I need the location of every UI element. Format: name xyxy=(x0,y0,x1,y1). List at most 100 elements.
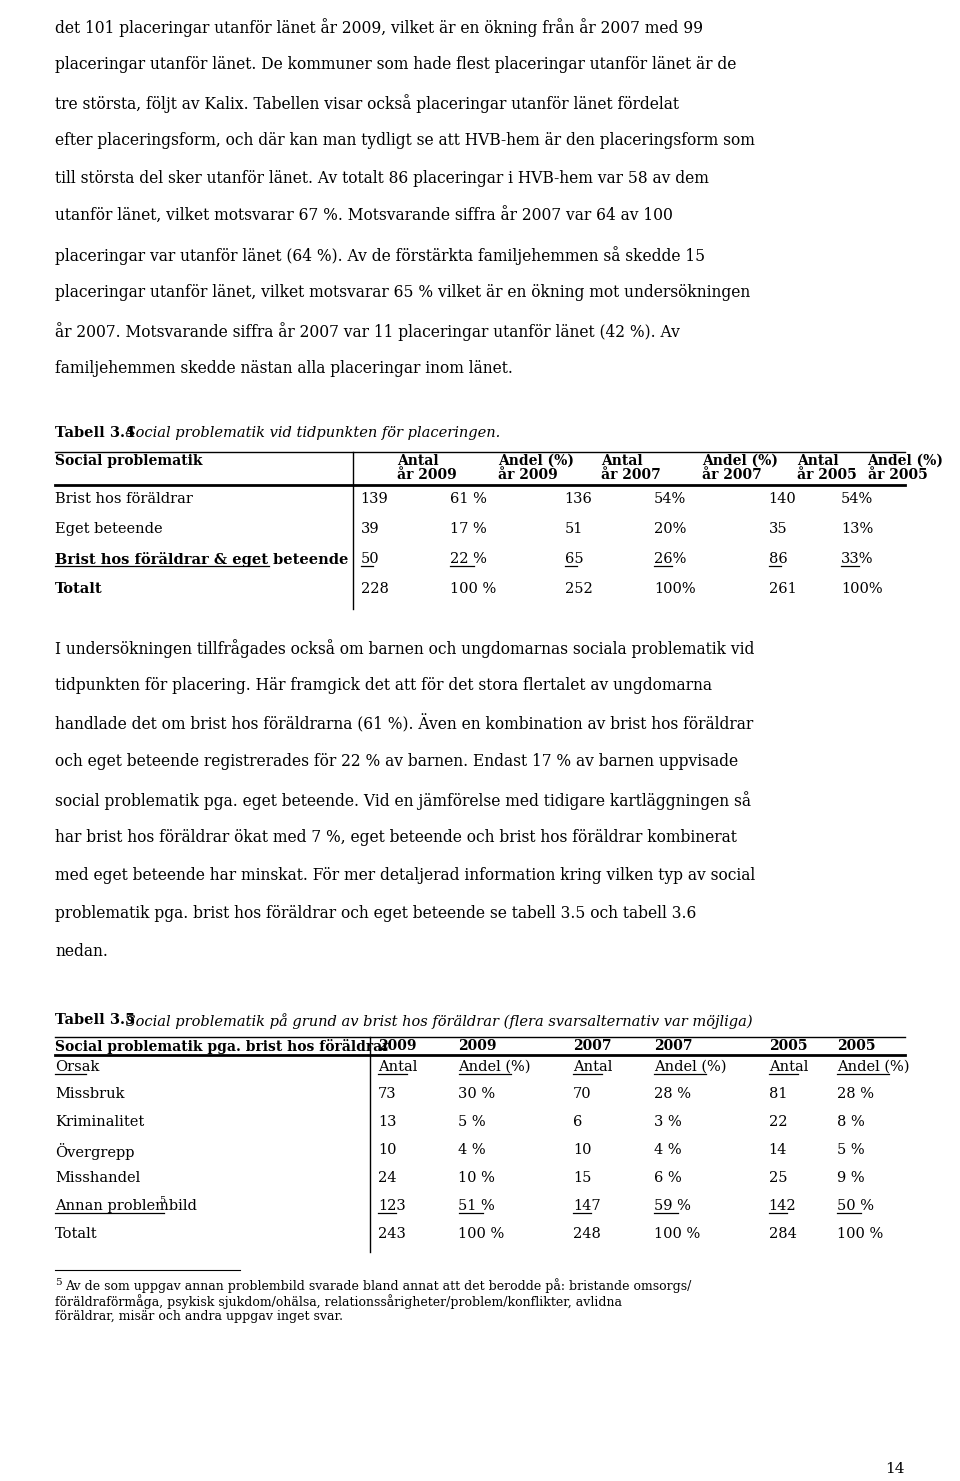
Text: Social problematik: Social problematik xyxy=(55,455,203,468)
Text: Antal: Antal xyxy=(601,455,642,468)
Text: med eget beteende har minskat. För mer detaljerad information kring vilken typ a: med eget beteende har minskat. För mer d… xyxy=(55,866,756,884)
Text: Brist hos föräldrar: Brist hos föräldrar xyxy=(55,492,193,507)
Text: 10 %: 10 % xyxy=(459,1171,495,1185)
Text: social problematik pga. eget beteende. Vid en jämförelse med tidigare kartläggni: social problematik pga. eget beteende. V… xyxy=(55,791,751,810)
Text: 5 %: 5 % xyxy=(459,1115,486,1129)
Text: 100 %: 100 % xyxy=(837,1226,883,1241)
Text: 35: 35 xyxy=(769,521,787,536)
Text: 24: 24 xyxy=(377,1171,396,1185)
Text: Social problematik på grund av brist hos föräldrar (flera svarsalternativ var mö: Social problematik på grund av brist hos… xyxy=(121,1013,753,1029)
Text: 2009: 2009 xyxy=(459,1040,497,1053)
Text: 15: 15 xyxy=(573,1171,591,1185)
Text: 100%: 100% xyxy=(841,582,882,595)
Text: 5: 5 xyxy=(55,1278,61,1287)
Text: 81: 81 xyxy=(769,1087,787,1100)
Text: 6: 6 xyxy=(573,1115,583,1129)
Text: föräldrar, misär och andra uppgav inget svar.: föräldrar, misär och andra uppgav inget … xyxy=(55,1311,343,1323)
Text: 10: 10 xyxy=(377,1143,396,1157)
Text: 28 %: 28 % xyxy=(837,1087,874,1100)
Text: Antal: Antal xyxy=(797,455,839,468)
Text: efter placeringsform, och där kan man tydligt se att HVB-hem är den placeringsfo: efter placeringsform, och där kan man ty… xyxy=(55,132,755,150)
Text: 243: 243 xyxy=(377,1226,406,1241)
Text: 51: 51 xyxy=(564,521,583,536)
Text: Andel (%): Andel (%) xyxy=(868,455,944,468)
Text: 5: 5 xyxy=(158,1197,165,1206)
Text: år 2005: år 2005 xyxy=(868,468,927,481)
Text: handlade det om brist hos föräldrarna (61 %). Även en kombination av brist hos f: handlade det om brist hos föräldrarna (6… xyxy=(55,715,754,733)
Text: Totalt: Totalt xyxy=(55,1226,98,1241)
Text: 136: 136 xyxy=(564,492,592,507)
Text: Annan problembild: Annan problembild xyxy=(55,1200,197,1213)
Text: 13: 13 xyxy=(377,1115,396,1129)
Text: Av de som uppgav annan problembild svarade bland annat att det berodde på: brist: Av de som uppgav annan problembild svara… xyxy=(65,1278,691,1293)
Text: 33%: 33% xyxy=(841,552,874,566)
Text: 9 %: 9 % xyxy=(837,1171,864,1185)
Text: 50 %: 50 % xyxy=(837,1200,874,1213)
Text: 2009: 2009 xyxy=(377,1040,417,1053)
Text: 100 %: 100 % xyxy=(459,1226,505,1241)
Text: och eget beteende registrerades för 22 % av barnen. Endast 17 % av barnen uppvis: och eget beteende registrerades för 22 %… xyxy=(55,752,738,770)
Text: 2005: 2005 xyxy=(837,1040,876,1053)
Text: år 2007: år 2007 xyxy=(601,468,660,481)
Text: 2007: 2007 xyxy=(573,1040,612,1053)
Text: Brist hos föräldrar & eget beteende: Brist hos föräldrar & eget beteende xyxy=(55,552,348,567)
Text: placeringar utanför länet. De kommuner som hade flest placeringar utanför länet : placeringar utanför länet. De kommuner s… xyxy=(55,56,736,73)
Text: Kriminalitet: Kriminalitet xyxy=(55,1115,144,1129)
Text: 20%: 20% xyxy=(654,521,686,536)
Text: det 101 placeringar utanför länet år 2009, vilket är en ökning från år 2007 med : det 101 placeringar utanför länet år 200… xyxy=(55,18,703,37)
Text: 17 %: 17 % xyxy=(450,521,487,536)
Text: 22 %: 22 % xyxy=(450,552,487,566)
Text: 5 %: 5 % xyxy=(837,1143,864,1157)
Text: 261: 261 xyxy=(769,582,797,595)
Text: Missbruk: Missbruk xyxy=(55,1087,125,1100)
Text: 4 %: 4 % xyxy=(654,1143,682,1157)
Text: år 2005: år 2005 xyxy=(797,468,857,481)
Text: Totalt: Totalt xyxy=(55,582,103,595)
Text: 26%: 26% xyxy=(654,552,686,566)
Text: Andel (%): Andel (%) xyxy=(837,1060,909,1074)
Text: 4 %: 4 % xyxy=(459,1143,486,1157)
Text: 100 %: 100 % xyxy=(654,1226,700,1241)
Text: 73: 73 xyxy=(377,1087,396,1100)
Text: 25: 25 xyxy=(769,1171,787,1185)
Text: Andel (%): Andel (%) xyxy=(497,455,574,468)
Text: Övergrepp: Övergrepp xyxy=(55,1143,134,1160)
Text: Antal: Antal xyxy=(396,455,439,468)
Text: Misshandel: Misshandel xyxy=(55,1171,140,1185)
Text: tidpunkten för placering. Här framgick det att för det stora flertalet av ungdom: tidpunkten för placering. Här framgick d… xyxy=(55,677,712,695)
Text: 14: 14 xyxy=(885,1462,905,1477)
Text: 147: 147 xyxy=(573,1200,601,1213)
Text: 140: 140 xyxy=(769,492,797,507)
Text: 2005: 2005 xyxy=(769,1040,807,1053)
Text: Social problematik vid tidpunkten för placeringen.: Social problematik vid tidpunkten för pl… xyxy=(121,427,500,440)
Text: år 2007. Motsvarande siffra år 2007 var 11 placeringar utanför länet (42 %). Av: år 2007. Motsvarande siffra år 2007 var … xyxy=(55,321,680,341)
Text: 70: 70 xyxy=(573,1087,592,1100)
Text: 59 %: 59 % xyxy=(654,1200,691,1213)
Text: år 2009: år 2009 xyxy=(396,468,457,481)
Text: år 2007: år 2007 xyxy=(702,468,761,481)
Text: utanför länet, vilket motsvarar 67 %. Motsvarande siffra år 2007 var 64 av 100: utanför länet, vilket motsvarar 67 %. Mo… xyxy=(55,207,673,225)
Text: 100 %: 100 % xyxy=(450,582,496,595)
Text: Andel (%): Andel (%) xyxy=(654,1060,727,1074)
Text: Andel (%): Andel (%) xyxy=(702,455,778,468)
Text: 13%: 13% xyxy=(841,521,874,536)
Text: Eget beteende: Eget beteende xyxy=(55,521,162,536)
Text: Antal: Antal xyxy=(769,1060,808,1074)
Text: placeringar utanför länet, vilket motsvarar 65 % vilket är en ökning mot undersö: placeringar utanför länet, vilket motsva… xyxy=(55,284,751,301)
Text: 39: 39 xyxy=(361,521,379,536)
Text: 51 %: 51 % xyxy=(459,1200,495,1213)
Text: har brist hos föräldrar ökat med 7 %, eget beteende och brist hos föräldrar komb: har brist hos föräldrar ökat med 7 %, eg… xyxy=(55,829,737,846)
Text: 252: 252 xyxy=(564,582,592,595)
Text: 14: 14 xyxy=(769,1143,787,1157)
Text: 6 %: 6 % xyxy=(654,1171,682,1185)
Text: 86: 86 xyxy=(769,552,787,566)
Text: problematik pga. brist hos föräldrar och eget beteende se tabell 3.5 och tabell : problematik pga. brist hos föräldrar och… xyxy=(55,905,696,923)
Text: år 2009: år 2009 xyxy=(497,468,558,481)
Text: Orsak: Orsak xyxy=(55,1060,100,1074)
Text: Tabell 3.4: Tabell 3.4 xyxy=(55,427,135,440)
Text: Antal: Antal xyxy=(573,1060,612,1074)
Text: Andel (%): Andel (%) xyxy=(459,1060,531,1074)
Text: 28 %: 28 % xyxy=(654,1087,691,1100)
Text: 61 %: 61 % xyxy=(450,492,487,507)
Text: 123: 123 xyxy=(377,1200,405,1213)
